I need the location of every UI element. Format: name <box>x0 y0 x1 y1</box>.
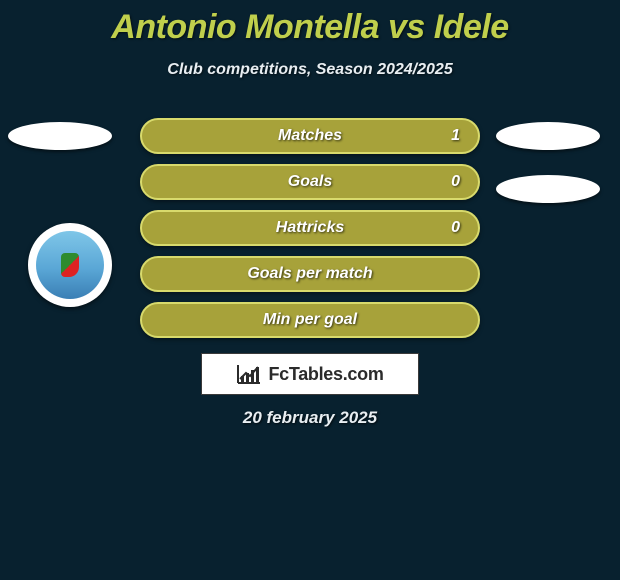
stat-row-hattricks: Hattricks 0 <box>0 210 620 256</box>
club-right-placeholder <box>496 175 600 203</box>
stat-label: Min per goal <box>263 311 357 329</box>
page-title: Antonio Montella vs Idele <box>0 0 620 47</box>
stat-label: Goals <box>288 173 332 191</box>
snapshot-date: 20 february 2025 <box>0 408 620 428</box>
stat-value: 0 <box>451 219 460 237</box>
stat-row-min-per-goal: Min per goal <box>0 302 620 348</box>
stat-row-goals: Goals 0 <box>0 164 620 210</box>
stat-pill: Matches 1 <box>140 118 480 154</box>
brand-badge: FcTables.com <box>201 353 419 395</box>
avatar-left-placeholder <box>8 122 112 150</box>
avatar-right-placeholder <box>496 122 600 150</box>
stats-container: Matches 1 Goals 0 Hattricks 0 Goals per … <box>0 118 620 348</box>
stat-pill: Goals per match <box>140 256 480 292</box>
bar-chart-icon <box>236 363 262 385</box>
stat-pill: Hattricks 0 <box>140 210 480 246</box>
brand-text: FcTables.com <box>268 364 383 385</box>
stat-row-matches: Matches 1 <box>0 118 620 164</box>
subtitle: Club competitions, Season 2024/2025 <box>0 61 620 79</box>
stat-pill: Min per goal <box>140 302 480 338</box>
stat-label: Hattricks <box>276 219 344 237</box>
stat-row-goals-per-match: Goals per match <box>0 256 620 302</box>
stat-label: Goals per match <box>247 265 372 283</box>
stat-label: Matches <box>278 127 342 145</box>
stat-pill: Goals 0 <box>140 164 480 200</box>
stat-value: 0 <box>451 173 460 191</box>
stat-value: 1 <box>451 127 460 145</box>
